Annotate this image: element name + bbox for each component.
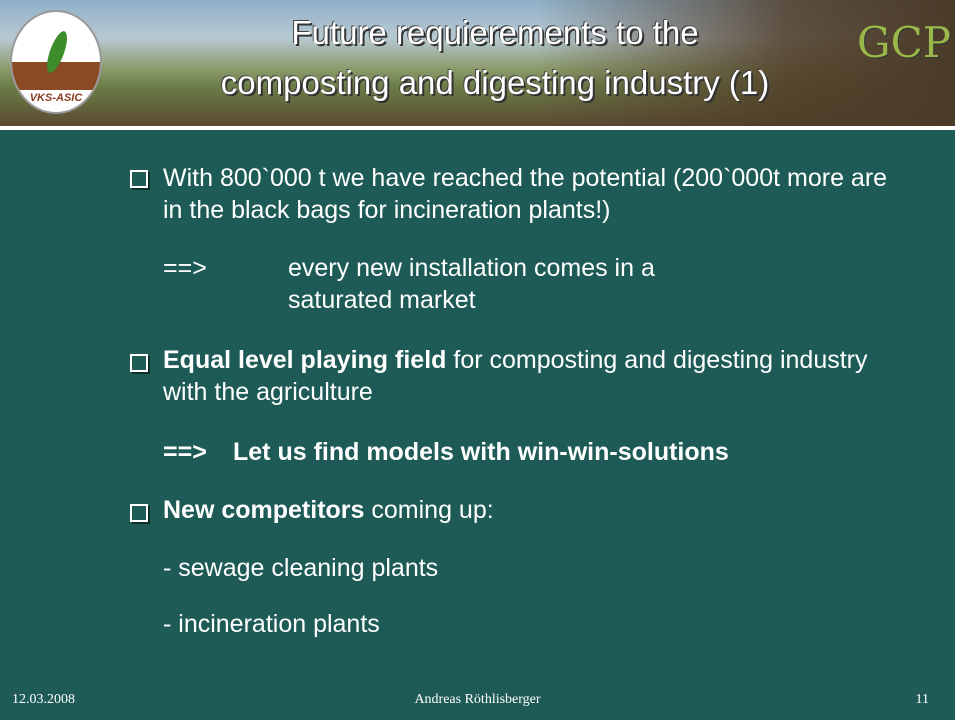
bold-text: New competitors [163, 496, 364, 524]
footer-page: 11 [916, 692, 929, 708]
sub-item: - sewage cleaning plants [163, 552, 438, 584]
bold-text: Equal level playing field [163, 346, 446, 374]
title-line: Future requierements to the [100, 14, 890, 52]
bullet-text: With 800`000 t we have reached the poten… [163, 162, 893, 226]
bullet [130, 354, 148, 372]
text: coming up: [371, 496, 493, 524]
arrow: ==> [163, 252, 207, 284]
left-logo: VKS-ASIC [10, 10, 102, 114]
title-line: composting and digesting industry (1) [100, 64, 890, 102]
logo-text: VKS-ASIC [12, 92, 100, 104]
footer-author: Andreas Röthlisberger [0, 692, 955, 708]
arrow: ==> [163, 436, 207, 468]
bullet [130, 170, 148, 188]
bullet-text: New competitors coming up: [163, 494, 494, 526]
arrow-text: every new installation comes in a satura… [288, 252, 748, 316]
bullet-text: Equal level playing field for composting… [163, 344, 903, 408]
bullet [130, 504, 148, 522]
sub-item: - incineration plants [163, 608, 380, 640]
arrow-text: Let us find models with win-win-solution… [233, 436, 729, 468]
slide: VKS-ASIC GCP Future requierements to the… [0, 0, 955, 720]
